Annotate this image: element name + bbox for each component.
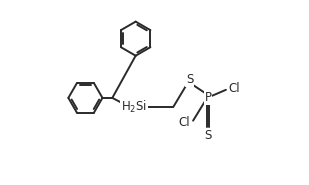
Text: S: S [186,73,193,86]
Text: Cl: Cl [228,82,240,95]
Text: Cl: Cl [179,116,190,129]
Text: H$_2$Si: H$_2$Si [121,99,147,115]
Text: P: P [205,91,212,104]
Text: S: S [205,129,212,142]
